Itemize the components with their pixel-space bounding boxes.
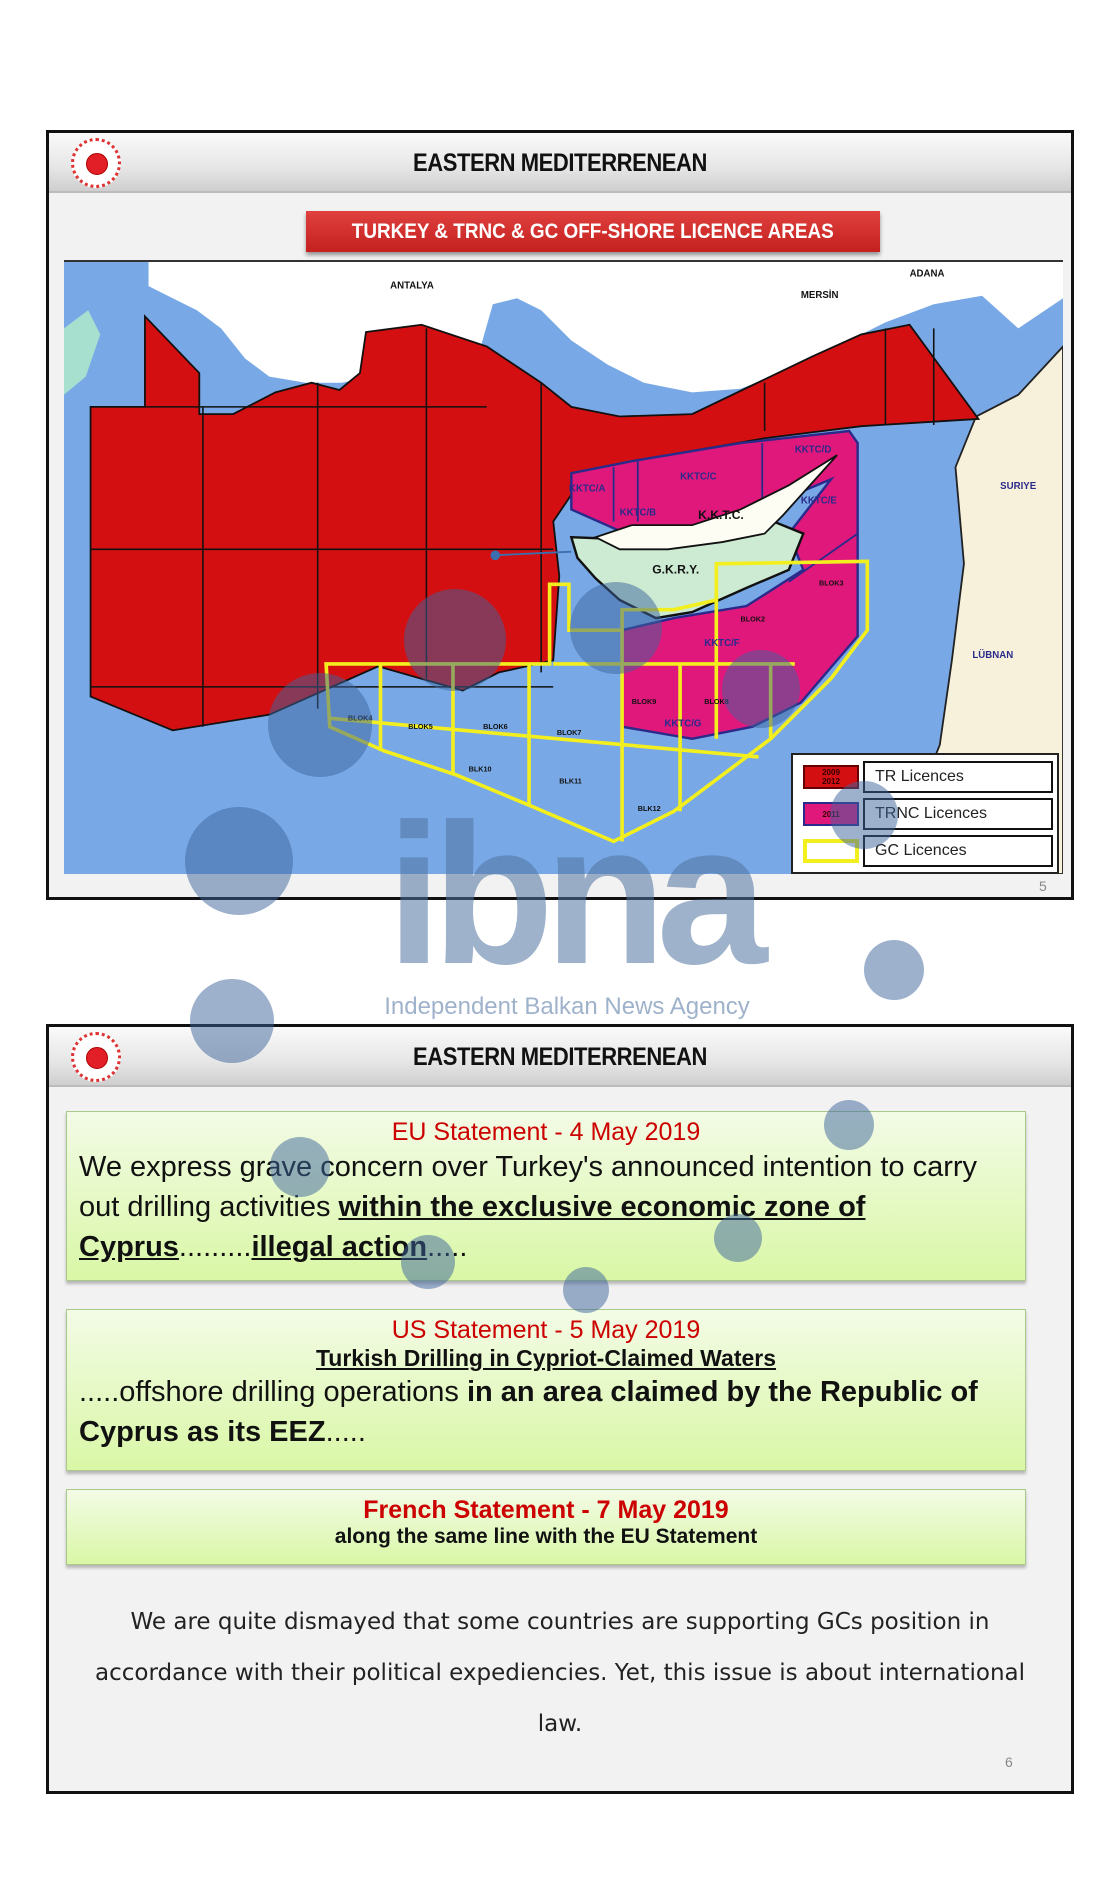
label-blok6: BLOK6 [483, 722, 508, 731]
legend-tr: 2009 2012 TR Licences [803, 761, 1053, 793]
fr-title: French Statement - 7 May 2019 [363, 1496, 729, 1524]
legend-label: TRNC Licences [863, 798, 1053, 830]
label-blok7: BLOK7 [557, 728, 582, 737]
label-blok9: BLOK9 [632, 697, 657, 706]
label-lubnan: LÜBNAN [972, 650, 1013, 661]
ibna-tagline: Independent Balkan News Agency [384, 993, 750, 1020]
slide-header: EASTERN MEDITERRENEAN [49, 133, 1071, 193]
eu-statement-box: EU Statement - 4 May 2019 We express gra… [66, 1111, 1026, 1281]
label-gkry: G.K.R.Y. [652, 562, 699, 576]
us-bold-1: in an area claimed by the Republic of Cy… [79, 1376, 978, 1448]
banner-text: TURKEY & TRNC & GC OFF-SHORE LICENCE ARE… [352, 220, 834, 243]
label-kktc-b: KKTC/B [620, 507, 657, 518]
page-number: 6 [1005, 1754, 1013, 1770]
label-blok2: BLOK2 [740, 615, 765, 624]
eu-bold-2: illegal action [251, 1231, 428, 1263]
eu-text: We express grave concern over Turkey's a… [67, 1147, 1025, 1267]
label-blok8: BLOK8 [704, 697, 729, 706]
slide-header: EASTERN MEDITERRENEAN [49, 1027, 1071, 1087]
label-kktc-a: KKTC/A [569, 483, 606, 494]
label-blk12: BLK12 [638, 804, 661, 813]
label-kktc-g: KKTC/G [664, 719, 701, 730]
legend-label: TR Licences [863, 761, 1053, 793]
slide-title: EASTERN MEDITERRENEAN [413, 1043, 707, 1071]
legend-swatch-gc [803, 839, 859, 863]
map-title-banner: TURKEY & TRNC & GC OFF-SHORE LICENCE ARE… [306, 211, 880, 252]
label-suriye: SURIYE [1000, 481, 1037, 492]
rhodes-island [64, 310, 101, 395]
eu-text-1: We express grave concern over Turkey's a… [79, 1151, 978, 1223]
gc-licence-blocks [324, 559, 870, 844]
french-statement-box: French Statement - 7 May 2019 along the … [66, 1489, 1026, 1565]
label-blok4: BLOK4 [348, 714, 373, 723]
cyprus-north [593, 454, 838, 551]
label-blk10: BLK10 [469, 764, 492, 773]
slide-licence-areas: EASTERN MEDITERRENEAN TURKEY & TRNC & GC… [46, 130, 1074, 900]
licence-map: ANTALYA MERSİN ADANA SURIYE LÜBNAN K.K.T… [64, 260, 1064, 875]
label-kktc: K.K.T.C. [698, 508, 744, 522]
legend-trnc: 2011 TRNC Licences [803, 798, 1053, 830]
legend-swatch-trnc: 2011 [803, 802, 859, 826]
slide-title: EASTERN MEDITERRENEAN [413, 149, 707, 177]
turkish-seal-logo [71, 1032, 121, 1082]
us-text-2: ..... [325, 1416, 366, 1448]
map-legend: 2009 2012 TR Licences 2011 TRNC Licences G… [791, 753, 1059, 874]
eu-title: EU Statement - 4 May 2019 [391, 1118, 701, 1146]
legend-swatch-tr: 2009 2012 [803, 765, 859, 789]
label-blok5: BLOK5 [408, 722, 433, 731]
label-kktc-d: KKTC/D [795, 445, 832, 456]
watermark-bubble [864, 940, 924, 1000]
label-mersin: MERSİN [801, 290, 839, 301]
tr-block-grid [90, 328, 935, 727]
label-kktc-f: KKTC/F [704, 638, 740, 649]
us-statement-box: US Statement - 5 May 2019 Turkish Drilli… [66, 1309, 1026, 1471]
eu-text-3: ..... [427, 1231, 468, 1263]
label-blok3: BLOK3 [819, 579, 844, 588]
closing-paragraph: We are quite dismayed that some countrie… [94, 1609, 1026, 1737]
eu-text-2: ......... [178, 1231, 252, 1263]
turkish-seal-logo [71, 138, 121, 188]
legend-gc: GC Licences [803, 835, 1053, 867]
map-labels: ANTALYA MERSİN ADANA SURIYE LÜBNAN K.K.T… [348, 268, 1037, 813]
us-title: US Statement - 5 May 2019 [391, 1316, 701, 1344]
pointer-line [492, 550, 572, 557]
label-kktc-c: KKTC/C [680, 471, 717, 482]
label-blk11: BLK11 [559, 776, 582, 785]
legend-label: GC Licences [863, 835, 1053, 867]
eu-bold-1: within the exclusive economic zone of Cy… [79, 1191, 866, 1263]
label-antalya: ANTALYA [390, 281, 434, 292]
page-number: 5 [1039, 878, 1047, 894]
us-text: .....offshore drilling operations in an … [67, 1372, 1025, 1452]
us-subtitle: Turkish Drilling in Cypriot-Claimed Wate… [315, 1345, 777, 1371]
label-kktc-e: KKTC/E [801, 495, 838, 506]
fr-text: along the same line with the EU Statemen… [334, 1525, 758, 1548]
pointer-dot [490, 550, 501, 561]
label-adana: ADANA [910, 268, 945, 279]
us-text-1: .....offshore drilling operations [79, 1376, 467, 1408]
slide-statements: EASTERN MEDITERRENEAN EU Statement - 4 M… [46, 1024, 1074, 1794]
